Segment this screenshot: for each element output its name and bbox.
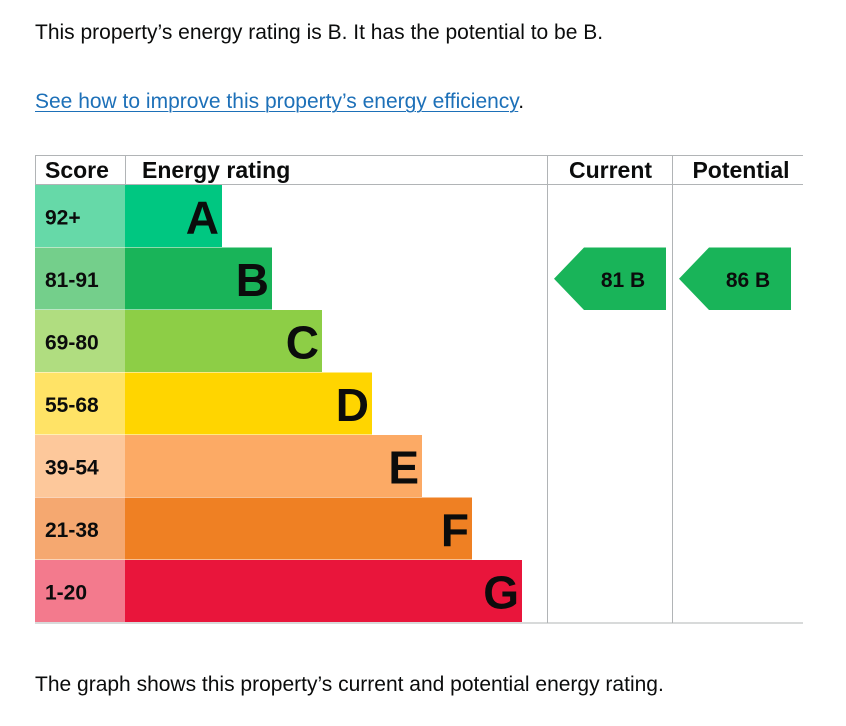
score-cell-d (35, 372, 125, 435)
header-current: Current (569, 157, 652, 183)
header-energy-rating: Energy rating (142, 157, 290, 183)
score-label-c: 69-80 (45, 331, 99, 354)
score-label-g: 1-20 (45, 581, 87, 604)
rating-bar-d (125, 372, 372, 435)
score-cell-g (35, 560, 125, 622)
current-arrow (554, 247, 666, 310)
current-rating-label: 81 B (601, 269, 645, 292)
rating-letter-f: F (441, 504, 469, 556)
header-potential: Potential (692, 157, 789, 183)
rating-bar-b (125, 247, 272, 310)
score-label-d: 55-68 (45, 394, 99, 417)
header-score: Score (45, 157, 109, 183)
rating-letter-d: D (336, 379, 369, 431)
score-cell-e (35, 435, 125, 497)
rating-bar-g (125, 560, 522, 622)
rating-letter-b: B (236, 254, 269, 306)
rating-bar-f (125, 497, 472, 560)
energy-rating-chart: Score Energy rating Current Potential 92+ A 81… (35, 155, 803, 624)
score-label-f: 21-38 (45, 519, 99, 542)
rating-letter-c: C (286, 316, 319, 368)
score-label-b: 81-91 (45, 269, 99, 292)
rating-bar-e (125, 435, 422, 497)
rating-letter-g: G (483, 566, 519, 618)
rating-bar-c (125, 310, 322, 372)
rating-letter-a: A (186, 191, 219, 243)
rating-bar-a (125, 185, 222, 247)
score-cell-f (35, 497, 125, 560)
score-cell-a (35, 185, 125, 247)
score-label-a: 92+ (45, 206, 81, 229)
rating-letter-e: E (388, 441, 419, 493)
potential-arrow (679, 247, 791, 310)
score-cell-c (35, 310, 125, 372)
improve-paragraph: See how to improve this property’s energ… (35, 87, 524, 117)
score-cell-b (35, 247, 125, 310)
chart-description: The graph shows this property’s current … (35, 673, 664, 696)
improve-efficiency-link[interactable]: See how to improve this property’s energ… (35, 90, 519, 113)
improve-link-period: . (518, 90, 525, 113)
score-label-e: 39-54 (45, 456, 99, 479)
potential-rating-label: 86 B (726, 269, 770, 292)
rating-summary: This property’s energy rating is B. It h… (35, 21, 604, 44)
